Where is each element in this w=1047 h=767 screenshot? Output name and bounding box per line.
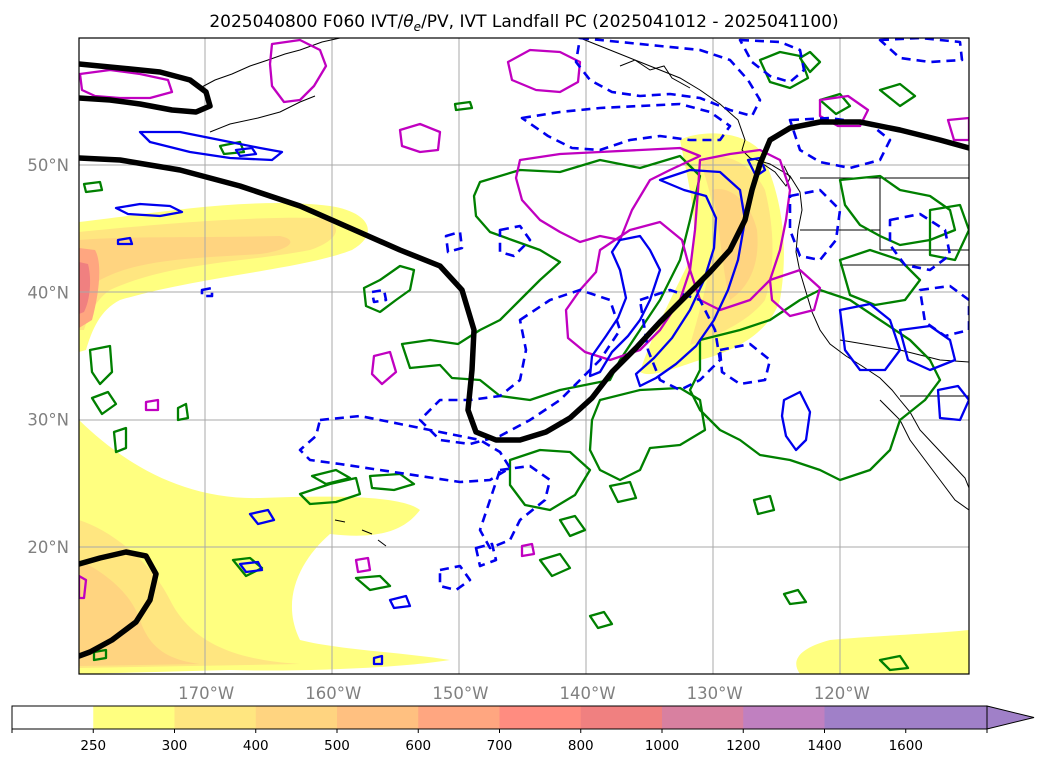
- colorbar-swatch: [93, 706, 175, 729]
- graticule: [79, 38, 969, 674]
- colorbar-swatch: [174, 706, 257, 729]
- pv-contours: [79, 61, 969, 659]
- colorbar-tick-label: 1000: [645, 738, 679, 754]
- colorbar-swatch: [580, 706, 663, 729]
- colorbar-tick-label: 700: [487, 738, 513, 754]
- latitude-labels: 20°N 30°N 40°N 50°N: [27, 156, 69, 557]
- colorbar-tick-label: 1600: [889, 738, 923, 754]
- longitude-labels: 170°W 160°W 150°W 140°W 130°W 120°W: [178, 684, 870, 703]
- lon-tick-label: 120°W: [814, 684, 870, 703]
- colorbar-swatch: [12, 706, 94, 729]
- colorbar-swatch: [662, 706, 744, 729]
- lon-tick-label: 140°W: [560, 684, 616, 703]
- lat-tick-label: 50°N: [27, 156, 69, 175]
- lat-tick-label: 20°N: [27, 538, 69, 557]
- colorbar-swatch: [824, 706, 907, 729]
- positive-anomaly-contours: [82, 50, 969, 672]
- colorbar-tick-label: 500: [324, 738, 350, 754]
- colorbar-swatch: [418, 706, 500, 729]
- map-panel: [78, 37, 970, 675]
- lon-tick-label: 130°W: [687, 684, 743, 703]
- figure-title: 2025040800 F060 IVT/θe/PV, IVT Landfall …: [209, 12, 838, 34]
- lon-tick-label: 150°W: [432, 684, 488, 703]
- negative-anomaly-solid-contours: [114, 130, 969, 666]
- colorbar-swatch: [905, 706, 988, 729]
- ivt-colorbar: 250 300 400 500 600 700 800 1000 1200 1400 1600: [11, 705, 1035, 754]
- colorbar-tick-label: 1200: [726, 738, 760, 754]
- colorbar-tick-label: 400: [243, 738, 269, 754]
- colorbar-tick-label: 250: [80, 738, 106, 754]
- lon-tick-label: 170°W: [178, 684, 234, 703]
- colorbar-tick-label: 800: [568, 738, 594, 754]
- colorbar-swatch: [499, 706, 582, 729]
- colorbar-swatch: [743, 706, 825, 729]
- negative-anomaly-dashed-contours: [200, 38, 969, 592]
- colorbar-tick-label: 1400: [807, 738, 841, 754]
- lat-tick-label: 40°N: [27, 283, 69, 302]
- colorbar-tick-label: 300: [162, 738, 188, 754]
- map-frame: [78, 37, 970, 675]
- colorbar-swatch: [255, 706, 338, 729]
- colorbar-swatch: [337, 706, 419, 729]
- colorbar-tick-label: 600: [405, 738, 431, 754]
- lat-tick-label: 30°N: [27, 411, 69, 430]
- landfall-pc-contours: [79, 38, 969, 600]
- colorbar-extend-arrow: [986, 705, 1035, 730]
- lon-tick-label: 160°W: [305, 684, 361, 703]
